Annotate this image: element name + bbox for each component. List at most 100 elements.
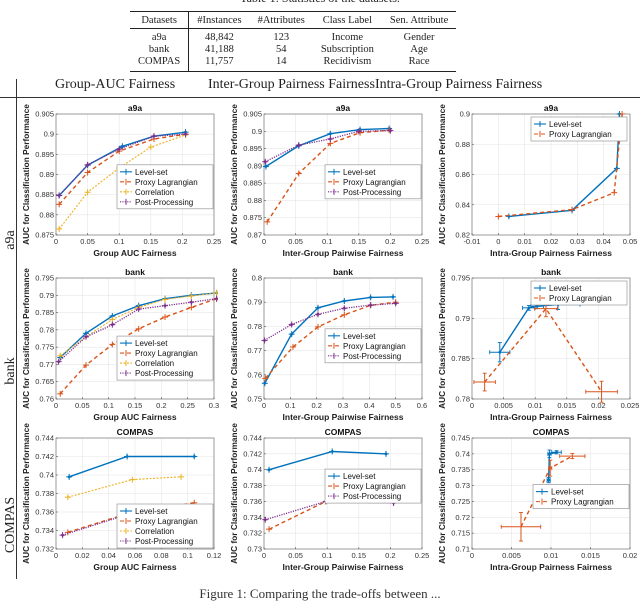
data-point-level-set bbox=[547, 449, 552, 459]
legend-item-proxy-lagrangian: Proxy Lagrangian bbox=[328, 342, 406, 351]
data-point-post-processing bbox=[55, 358, 62, 365]
x-tick-label: 0.05 bbox=[623, 237, 638, 246]
y-tick-label: 0.87 bbox=[247, 231, 262, 240]
x-tick-label: 0.015 bbox=[557, 401, 576, 410]
legend-label: Post-Processing bbox=[135, 198, 193, 207]
series-line-level-set bbox=[499, 303, 559, 353]
x-tick-label: 0.5 bbox=[390, 401, 400, 410]
data-point-proxy-lagrangian bbox=[289, 343, 296, 350]
x-tick-label: 0.4 bbox=[364, 401, 374, 410]
y-tick-label: 0.88 bbox=[247, 196, 262, 205]
table-header-cell: #Instances bbox=[188, 11, 250, 29]
data-point-post-processing bbox=[341, 305, 348, 312]
legend-item-level-set: Level-set bbox=[534, 120, 582, 129]
chart-compas-intra-group: 0 0.005 0.01 0.015 0.02 0.71 0.715 0.72 0.725 0.7… bbox=[437, 423, 637, 572]
x-tick-label: 0.15 bbox=[128, 401, 143, 410]
series-line-proxy-lagrangian bbox=[498, 113, 623, 218]
chart-a9a-intra-group: -0.01 0 0.01 0.02 0.03 0.04 0.05 0.82 0.84 0.86 0.… bbox=[437, 103, 638, 258]
legend-item-level-set: Level-set bbox=[120, 339, 168, 348]
x-tick-label: 0.05 bbox=[288, 551, 303, 560]
data-point-level-set bbox=[367, 294, 374, 301]
y-tick-label: 0.732 bbox=[35, 545, 54, 554]
data-point-level-set bbox=[191, 453, 198, 460]
y-tick-label: 0.795 bbox=[35, 274, 54, 283]
table-header-cell: Datasets bbox=[130, 11, 190, 29]
y-tick-label: 0.89 bbox=[247, 161, 262, 170]
legend-item-post-processing: Post-Processing bbox=[328, 188, 401, 197]
chart-title: a9a bbox=[336, 103, 350, 113]
legend-item-proxy-lagrangian: Proxy Lagrangian bbox=[536, 498, 614, 507]
x-axis-label: Intra-Group Pairness Fairness bbox=[490, 562, 612, 572]
legend-label: Proxy Lagrangian bbox=[135, 178, 198, 187]
data-point-proxy-lagrangian bbox=[262, 375, 269, 382]
data-point-post-processing bbox=[162, 302, 169, 309]
legend-label: Level-set bbox=[549, 120, 582, 129]
data-point-proxy-lagrangian bbox=[57, 390, 64, 397]
y-tick-label: 0.9 bbox=[44, 130, 54, 139]
chart-compas-group-auc: 0 0.02 0.04 0.06 0.08 0.1 0.12 0.732 0.734 0.736 0… bbox=[21, 423, 221, 572]
x-tick-label: 0.06 bbox=[128, 551, 143, 560]
legend-item-correlation: Correlation bbox=[120, 527, 174, 536]
data-point-post-processing bbox=[262, 516, 269, 523]
legend-item-proxy-lagrangian: Proxy Lagrangian bbox=[328, 178, 406, 187]
y-tick-label: 0.78 bbox=[39, 325, 54, 334]
x-tick-label: 0.1 bbox=[103, 401, 113, 410]
x-axis-label: Inter-Group Pairwise Fairness bbox=[283, 248, 404, 258]
y-tick-label: 0.742 bbox=[243, 449, 262, 458]
data-point-proxy-lagrangian bbox=[548, 459, 553, 477]
table-row: bank 41,188 54 Subscription Age bbox=[130, 44, 456, 56]
data-point-level-set bbox=[546, 477, 551, 484]
legend-label: Proxy Lagrangian bbox=[343, 342, 406, 351]
y-axis-label: AUC for Classification Performance bbox=[229, 423, 239, 564]
series-line-post-processing bbox=[265, 129, 391, 163]
y-tick-label: 0.88 bbox=[39, 210, 54, 219]
x-axis-label: Group AUC Fairness bbox=[93, 562, 177, 572]
y-tick-label: 0.744 bbox=[35, 434, 54, 443]
y-tick-label: 0.738 bbox=[35, 489, 54, 498]
x-tick-label: 0.05 bbox=[80, 237, 95, 246]
y-tick-label: 0.736 bbox=[35, 508, 54, 517]
y-tick-label: 0.72 bbox=[455, 513, 470, 522]
data-point-proxy-lagrangian bbox=[295, 170, 302, 177]
legend-item-correlation: Correlation bbox=[120, 359, 174, 368]
x-tick-label: 0.1 bbox=[285, 401, 295, 410]
data-point-correlation bbox=[109, 316, 116, 323]
y-axis-label: AUC for Classification Performance bbox=[21, 423, 31, 564]
legend-item-proxy-lagrangian: Proxy Lagrangian bbox=[120, 349, 198, 358]
data-point-level-set bbox=[327, 130, 334, 137]
table-header-cell: #Attributes bbox=[249, 11, 313, 29]
table-cell: Recidivism bbox=[323, 56, 372, 67]
x-tick-label: 0.03 bbox=[570, 237, 585, 246]
data-point-post-processing bbox=[261, 337, 268, 344]
data-point-level-set bbox=[66, 473, 73, 480]
y-tick-label: 0.71 bbox=[455, 545, 470, 554]
legend-label: Level-set bbox=[549, 284, 582, 293]
table-header-cell: Sen. Attribute bbox=[381, 11, 457, 29]
y-tick-label: 0.75 bbox=[247, 395, 262, 404]
legend-label: Post-Processing bbox=[343, 492, 401, 501]
data-point-proxy-lagrangian bbox=[611, 189, 618, 196]
column-header-intra-group: Intra-Group Pairness Fairness bbox=[375, 77, 543, 92]
y-tick-label: 0.79 bbox=[247, 298, 262, 307]
y-tick-label: 0.875 bbox=[243, 213, 262, 222]
x-tick-label: 0.1 bbox=[322, 551, 332, 560]
table-cell: Income bbox=[331, 32, 364, 43]
data-point-proxy-lagrangian bbox=[188, 304, 195, 311]
y-tick-label: 0.84 bbox=[455, 200, 470, 209]
data-point-correlation bbox=[57, 352, 64, 359]
x-tick-label: 0 bbox=[262, 551, 266, 560]
dataset-stats-table: Datasets #Instances #Attributes Class La… bbox=[130, 11, 457, 72]
data-point-correlation bbox=[162, 296, 169, 303]
x-tick-label: 0.025 bbox=[621, 401, 640, 410]
y-tick-label: 0.885 bbox=[243, 179, 262, 188]
legend-item-proxy-lagrangian: Proxy Lagrangian bbox=[534, 130, 612, 139]
chart-compas-inter-group: 0 0.05 0.1 0.15 0.2 0.25 0.73 0.732 0.734 0.736 0.… bbox=[229, 423, 429, 572]
y-tick-label: 0.775 bbox=[35, 343, 54, 352]
y-tick-label: 0.9 bbox=[252, 127, 262, 136]
data-point-post-processing bbox=[327, 135, 334, 142]
table-cell: Race bbox=[408, 56, 430, 67]
data-point-level-set bbox=[261, 380, 268, 387]
